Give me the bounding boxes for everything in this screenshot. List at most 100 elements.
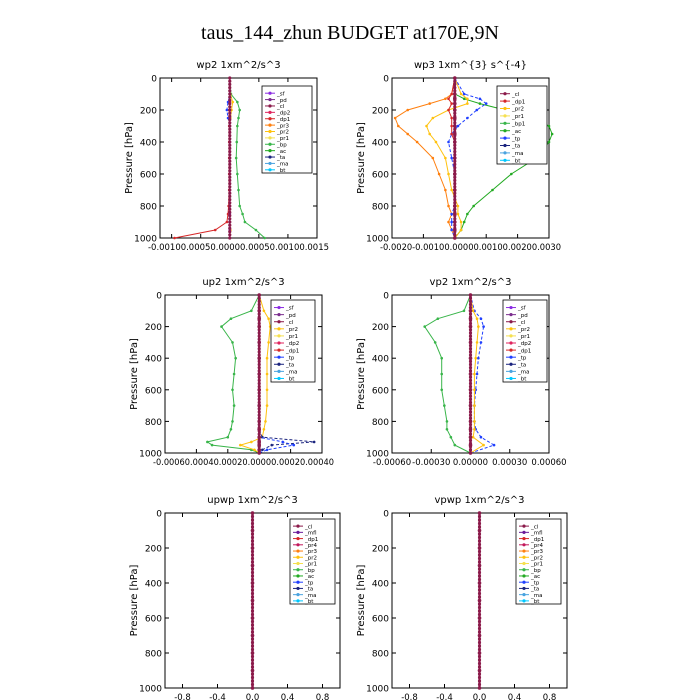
legend-label: _bp [304, 568, 315, 574]
data-point [456, 204, 460, 208]
legend-marker [522, 586, 526, 591]
legend-label: _tp [517, 355, 527, 361]
data-point [453, 233, 457, 237]
data-point [257, 375, 261, 379]
data-point [477, 595, 482, 599]
data-point [250, 518, 255, 522]
data-point [257, 337, 261, 341]
y-tick-label: 200 [140, 107, 157, 117]
legend-marker [296, 536, 300, 541]
data-point [453, 118, 457, 122]
data-point [257, 388, 261, 392]
y-axis-label: Pressure [hPa] [356, 122, 367, 194]
legend-marker [277, 376, 281, 381]
legend-label: _ta [517, 362, 526, 368]
data-point [228, 89, 232, 93]
legend-marker [268, 142, 272, 146]
data-point [477, 612, 482, 617]
data-point [431, 156, 435, 160]
data-point [477, 560, 482, 564]
data-point [228, 76, 232, 80]
data-point [250, 532, 255, 536]
legend-label: _ac [304, 574, 314, 580]
data-point [228, 223, 232, 227]
y-tick-label: 600 [372, 615, 389, 625]
data-point [428, 102, 431, 105]
data-point [250, 556, 255, 561]
data-point [228, 105, 232, 109]
data-point [453, 198, 457, 202]
legend-label: _pd [285, 313, 296, 319]
data-point [250, 591, 255, 596]
data-point [453, 130, 457, 134]
data-point [228, 204, 232, 208]
data-point [265, 356, 269, 360]
data-point [257, 296, 261, 300]
data-point [447, 220, 450, 224]
data-point [477, 672, 482, 676]
legend-label: _pr2 [511, 107, 524, 113]
data-point [236, 124, 239, 128]
legend-marker [277, 334, 281, 338]
data-point [220, 325, 223, 328]
legend-label: _cl [276, 104, 285, 110]
data-point [453, 182, 457, 186]
data-point [437, 172, 441, 176]
data-point [228, 188, 232, 192]
data-point [468, 369, 473, 373]
legend-marker [268, 117, 272, 121]
data-point [547, 140, 551, 144]
legend-marker [277, 327, 281, 331]
data-point [477, 577, 482, 582]
chart-panel-1: wp2 1xm^2/s^3 Pressure [hPa] 0 200 400 600 800… [124, 60, 329, 253]
data-point [477, 542, 482, 547]
legend-label: _bt [511, 159, 521, 165]
data-point [250, 679, 255, 683]
data-point [257, 315, 261, 319]
legend-marker [268, 110, 272, 114]
legend-marker [268, 155, 272, 159]
data-point [468, 426, 473, 430]
legend-marker [268, 123, 272, 127]
data-point [257, 328, 261, 332]
data-point [477, 609, 482, 613]
y-tick-label: 800 [140, 203, 157, 213]
legend-marker [522, 599, 526, 603]
y-tick-label: 600 [140, 171, 157, 181]
legend: _cl_mfl_dp1_pr4_pr3_pr2_pr1_bp_ac_tp_ta_… [515, 518, 562, 605]
data-point [250, 609, 255, 613]
data-point [228, 214, 232, 218]
data-point [250, 539, 255, 543]
panel-title: wp3 1xm^{3} s^{-4} [414, 60, 527, 71]
data-point [257, 369, 261, 373]
data-point [312, 440, 316, 444]
data-point [468, 407, 473, 411]
data-point [228, 159, 232, 163]
data-point [453, 178, 457, 182]
data-point [228, 143, 232, 147]
legend-label: _dp1 [530, 537, 544, 543]
data-point [265, 388, 269, 392]
legend-marker [509, 334, 513, 338]
data-point [468, 334, 473, 338]
data-point [434, 140, 438, 144]
y-tick-label: 400 [145, 580, 162, 590]
x-tick-labels: -0.0020-0.00100.00000.00100.00200.0030 [380, 243, 561, 253]
data-point [257, 350, 261, 354]
data-point [479, 341, 483, 344]
legend-marker [277, 369, 281, 373]
data-point [475, 341, 479, 344]
data-point [444, 188, 447, 192]
data-point [453, 127, 457, 131]
data-point [447, 140, 450, 144]
data-point [228, 178, 232, 182]
data-point [250, 542, 255, 547]
legend-label: _tp [530, 580, 540, 586]
data-point [453, 172, 457, 176]
data-point [477, 514, 482, 519]
legend-label: _cl [517, 320, 526, 326]
data-point [453, 121, 457, 125]
data-point [468, 372, 473, 376]
data-point [250, 521, 255, 526]
legend-label: _pr1 [285, 334, 298, 340]
